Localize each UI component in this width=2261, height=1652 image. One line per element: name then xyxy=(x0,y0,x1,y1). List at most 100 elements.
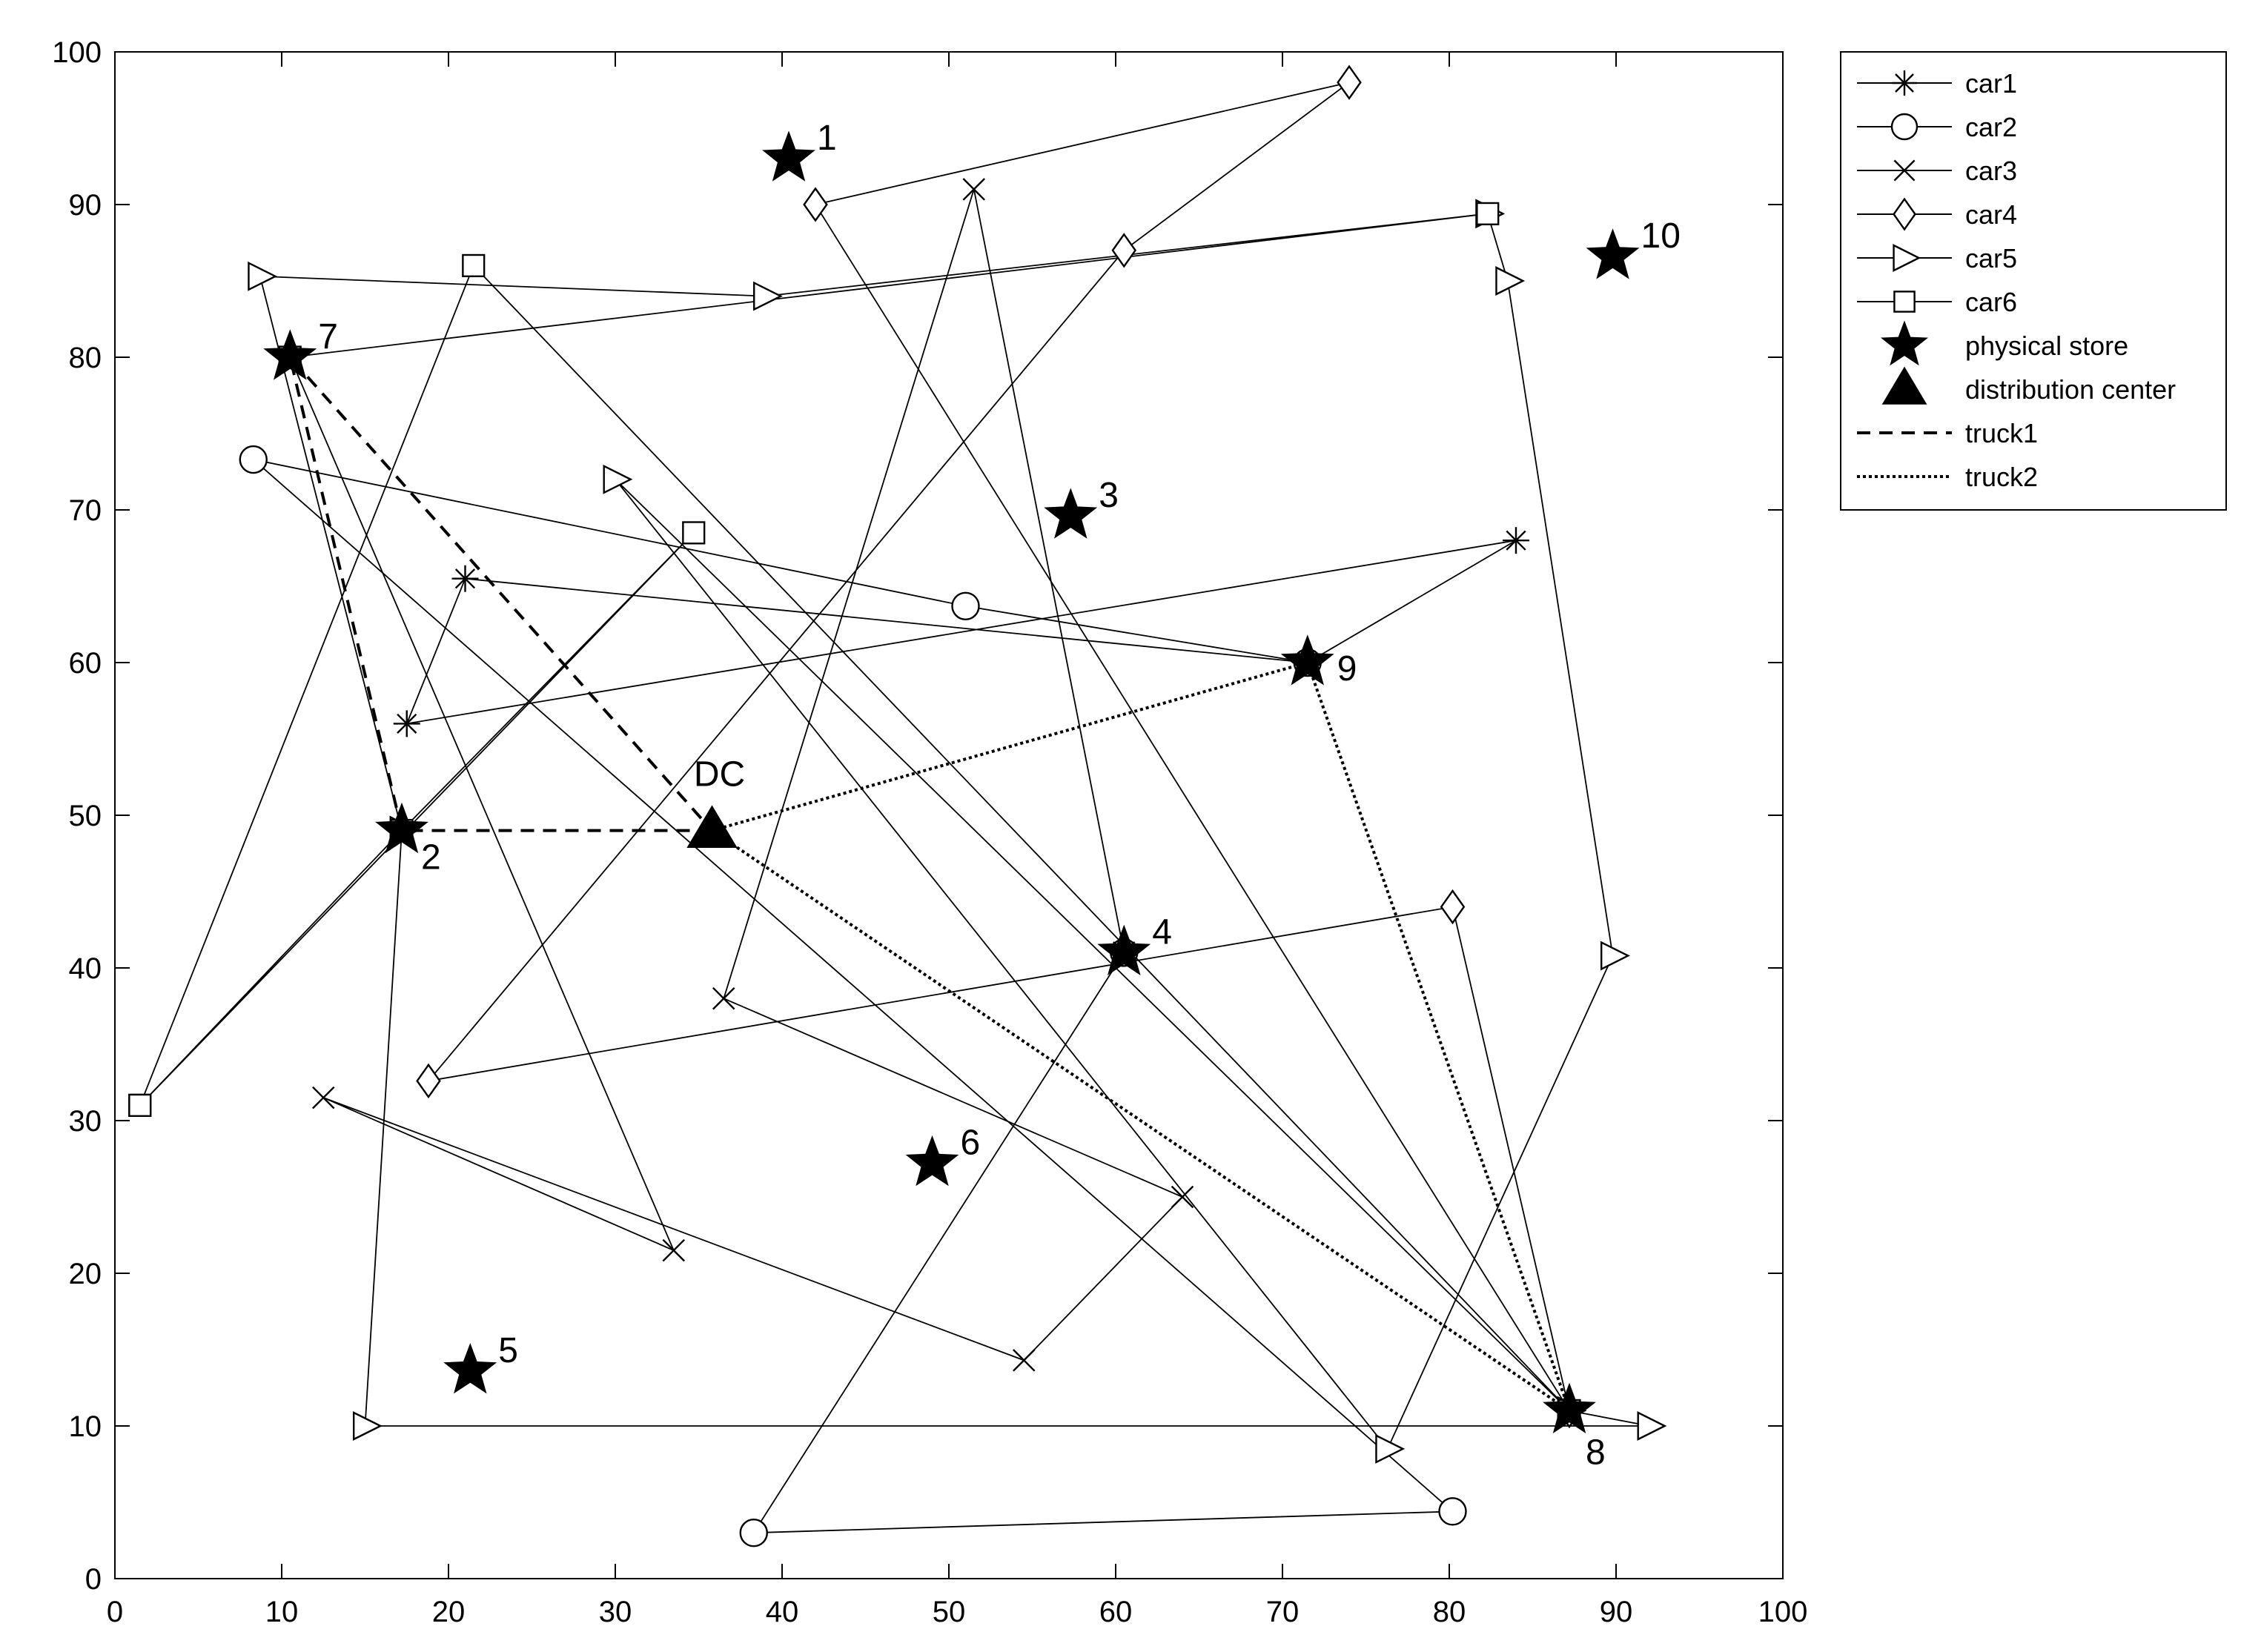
legend-marker xyxy=(1892,70,1917,96)
store-label: 5 xyxy=(498,1331,518,1370)
plot-background xyxy=(115,52,1783,1579)
y-tick-label: 40 xyxy=(69,952,102,985)
store-label: 8 xyxy=(1586,1433,1606,1472)
store-star-7 xyxy=(263,329,317,380)
marker-car1-1-ray-3 xyxy=(1506,530,1526,551)
marker-car2-4 xyxy=(951,591,980,620)
marker-car3-1-stroke-b xyxy=(962,178,985,201)
legend-label: truck1 xyxy=(1965,418,2038,448)
y-tick-label: 70 xyxy=(69,494,102,527)
route-truck2 xyxy=(711,660,1572,1415)
marker-car3-3 xyxy=(1171,1185,1194,1209)
legend-marker xyxy=(1893,291,1916,313)
distribution-center-label: DC xyxy=(694,755,745,795)
legend: car1 car2 car3 car4 car5 car6 physical store di… xyxy=(1840,51,2227,511)
route-car2 xyxy=(251,458,1454,1534)
marker-car6-tour-5 xyxy=(128,1093,152,1117)
distribution-center-marker xyxy=(686,805,738,848)
x-tick-label: 50 xyxy=(933,1596,966,1628)
store-label: 6 xyxy=(961,1124,981,1163)
legend-marker xyxy=(1881,320,1928,366)
y-tick-label: 60 xyxy=(69,647,102,680)
route-car6 xyxy=(290,213,1488,358)
x-tick-label: 90 xyxy=(1600,1596,1633,1628)
store-star-8 xyxy=(1543,1382,1596,1433)
x-tick-label: 20 xyxy=(432,1596,466,1628)
marker-car5-6 xyxy=(1600,941,1630,971)
legend-label: car1 xyxy=(1965,68,2017,99)
legend-marker xyxy=(1890,113,1919,141)
marker-car3-2 xyxy=(712,986,735,1010)
x-tick-label: 10 xyxy=(265,1596,299,1628)
legend-marker xyxy=(1881,366,1927,405)
x-tick-label: 40 xyxy=(766,1596,799,1628)
store-label: 10 xyxy=(1641,216,1681,256)
legend-marker xyxy=(1893,197,1916,231)
marker-car6-tour-3 xyxy=(682,521,706,545)
marker-car5-4 xyxy=(603,464,633,494)
store-label: 1 xyxy=(817,119,837,158)
marker-car2-2 xyxy=(1438,1497,1467,1526)
legend-label: car4 xyxy=(1965,199,2017,230)
marker-car5-10 xyxy=(248,261,278,291)
legend-label: car5 xyxy=(1965,243,2017,273)
store-label: 2 xyxy=(421,838,441,878)
marker-car4-3 xyxy=(1111,233,1137,268)
marker-car5-7 xyxy=(1495,266,1526,296)
marker-car4-1 xyxy=(1440,889,1466,925)
stores-layer: 1 2 3 4 5 6 7 8 9 10 DC xyxy=(263,119,1681,1472)
marker-car4-4 xyxy=(1337,64,1362,100)
store-star-1 xyxy=(762,130,815,182)
store-star-9 xyxy=(1280,634,1334,686)
store-label: 3 xyxy=(1099,476,1119,515)
y-tick-label: 100 xyxy=(52,36,102,69)
legend-marker xyxy=(1893,159,1916,182)
store-label: 7 xyxy=(318,317,338,356)
marker-car4-2 xyxy=(416,1063,441,1099)
y-tick-label: 30 xyxy=(69,1105,102,1138)
marker-car5-2 xyxy=(1637,1411,1667,1441)
marker-car3-6-stroke-b xyxy=(662,1238,685,1262)
y-tick-label: 80 xyxy=(69,342,102,374)
axes-layer: 0 10 20 30 40 50 60 70 80 90 100 0 10 20 30 40 50 60 70 80 9… xyxy=(52,36,1807,1628)
y-tick-label: 0 xyxy=(85,1563,102,1596)
x-tick-label: 60 xyxy=(1099,1596,1133,1628)
legend-label: physical store xyxy=(1965,331,2128,361)
legend-marker xyxy=(1893,244,1921,272)
marker-car3-4 xyxy=(1013,1349,1036,1372)
x-tick-label: 100 xyxy=(1758,1596,1808,1628)
legend-label: truck2 xyxy=(1965,462,2038,492)
marker-car3-6 xyxy=(662,1238,685,1262)
legend-label: car3 xyxy=(1965,156,2017,186)
marker-car1-2-ray-3 xyxy=(397,713,417,734)
x-tick-label: 30 xyxy=(599,1596,632,1628)
legend-label: car6 xyxy=(1965,287,2017,317)
y-tick-label: 50 xyxy=(69,800,102,832)
legend-label: distribution center xyxy=(1965,374,2176,405)
marker-car4-5 xyxy=(803,187,828,222)
marker-car3-2-stroke-b xyxy=(712,986,735,1010)
marker-car3-5-stroke-b xyxy=(312,1086,335,1109)
store-star-3 xyxy=(1044,488,1098,539)
store-label: 4 xyxy=(1152,912,1172,952)
legend-marker-ray-3 xyxy=(1895,73,1914,93)
x-tick-label: 70 xyxy=(1266,1596,1300,1628)
route-car6-tour xyxy=(139,264,1570,1412)
marker-car5-9 xyxy=(753,281,783,311)
marker-car1-3-ray-3 xyxy=(454,568,476,589)
marker-car5-1 xyxy=(353,1411,383,1441)
legend-label: car2 xyxy=(1965,112,2017,142)
marker-car2-1 xyxy=(739,1518,768,1547)
store-star-2 xyxy=(375,802,428,854)
marker-car3-5 xyxy=(312,1086,335,1109)
store-star-10 xyxy=(1586,228,1640,279)
legend-marker-stroke-b xyxy=(1893,159,1916,182)
store-label: 9 xyxy=(1337,649,1357,689)
y-tick-label: 90 xyxy=(69,189,102,222)
x-tick-label: 80 xyxy=(1433,1596,1466,1628)
store-star-6 xyxy=(905,1135,959,1187)
marker-car6-1 xyxy=(1476,202,1500,225)
route-car3 xyxy=(289,189,1184,1361)
marker-car1-1 xyxy=(1503,527,1529,554)
store-star-5 xyxy=(443,1343,497,1394)
